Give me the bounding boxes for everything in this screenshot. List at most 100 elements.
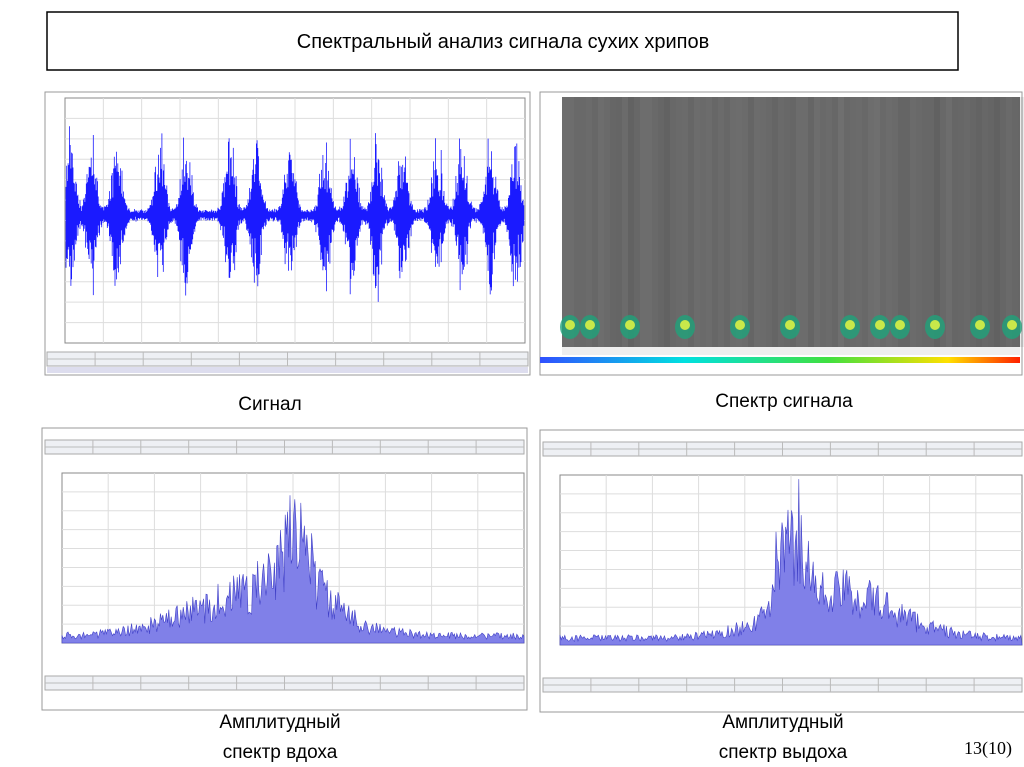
spectrogram-column: [730, 97, 736, 347]
spectrogram-column: [988, 97, 994, 347]
title-box: [46, 11, 959, 71]
spectrogram-column: [898, 97, 904, 347]
spectrogram-column: [976, 97, 982, 347]
screenshots: [41, 91, 1024, 713]
spectrogram-column: [790, 97, 796, 347]
spectrogram-column: [688, 97, 694, 347]
spectrogram-column: [748, 97, 754, 347]
spectrogram-column: [916, 97, 922, 347]
spectral-blob: [845, 320, 855, 330]
spectrogram-column: [736, 97, 742, 347]
spectrogram-column: [904, 97, 910, 347]
spectrogram-column: [910, 97, 916, 347]
spectrogram-column: [604, 97, 610, 347]
caption: Амплитудный: [219, 712, 340, 733]
spectrogram-column: [754, 97, 760, 347]
spectrogram-column: [772, 97, 778, 347]
spectrogram-column: [1000, 97, 1006, 347]
spectrogram-column: [778, 97, 784, 347]
spectrogram-column: [586, 97, 592, 347]
spectrogram-column: [700, 97, 706, 347]
spectral-blob: [785, 320, 795, 330]
colorbar: [540, 357, 1020, 363]
spectral-blob: [975, 320, 985, 330]
spectrogram-column: [814, 97, 820, 347]
spectrogram-column: [1018, 97, 1024, 347]
spectrogram-column: [826, 97, 832, 347]
status-bar: [47, 367, 528, 373]
caption: Сигнал: [238, 394, 301, 415]
spectrogram-column: [982, 97, 988, 347]
spectrogram-column: [784, 97, 790, 347]
spectrogram-column: [622, 97, 628, 347]
spectrogram-column: [934, 97, 940, 347]
spectrogram-column: [820, 97, 826, 347]
spectrogram-column: [952, 97, 958, 347]
spectral-blob: [1007, 320, 1017, 330]
spectrogram-column: [856, 97, 862, 347]
spectrogram-column: [1006, 97, 1012, 347]
spectrogram-column: [592, 97, 598, 347]
spectrogram-column: [676, 97, 682, 347]
spectrogram-column: [568, 97, 574, 347]
spectrogram-column: [562, 97, 568, 347]
spectrogram-column: [808, 97, 814, 347]
spectral-blob: [565, 320, 575, 330]
spectrogram-column: [634, 97, 640, 347]
spectrogram-column: [682, 97, 688, 347]
spectrum: [61, 495, 525, 644]
spectrogram-column: [958, 97, 964, 347]
spectrogram-column: [580, 97, 586, 347]
spectrogram-column: [862, 97, 868, 347]
slide-title: Спектральный анализ сигнала сухих хрипов: [297, 31, 709, 53]
spectrogram-column: [928, 97, 934, 347]
spectrogram-column: [922, 97, 928, 347]
spectrogram-column: [796, 97, 802, 347]
spectrum: [559, 479, 1023, 646]
caption: Спектр сигнала: [715, 391, 853, 412]
spectral-blob: [875, 320, 885, 330]
spectrogram-column: [610, 97, 616, 347]
spectrogram-column: [868, 97, 874, 347]
spectrogram-column: [886, 97, 892, 347]
spectrogram-column: [970, 97, 976, 347]
waveform: [65, 126, 525, 302]
spectrogram-column: [946, 97, 952, 347]
spectrogram-column: [760, 97, 766, 347]
spectrogram-column: [598, 97, 604, 347]
caption: спектр выдоха: [719, 742, 848, 763]
spectrogram-column: [1012, 97, 1018, 347]
spectrogram-column: [850, 97, 856, 347]
spectrogram-column: [802, 97, 808, 347]
spectral-blob: [735, 320, 745, 330]
caption: Амплитудный: [722, 712, 843, 733]
spectrogram-column: [712, 97, 718, 347]
spectral-blob: [625, 320, 635, 330]
spectrogram-column: [964, 97, 970, 347]
spectrogram-column: [658, 97, 664, 347]
spectrogram-column: [652, 97, 658, 347]
spectrogram-column: [628, 97, 634, 347]
spectrogram-column: [742, 97, 748, 347]
spectrogram-column: [994, 97, 1000, 347]
spectrogram-column: [880, 97, 886, 347]
spectrogram-column: [832, 97, 838, 347]
spectral-blob: [930, 320, 940, 330]
spectrogram-column: [646, 97, 652, 347]
spectrogram-column: [724, 97, 730, 347]
spectrogram-column: [574, 97, 580, 347]
spectrogram-column: [766, 97, 772, 347]
spectrogram: [562, 97, 1020, 347]
page-number: 13(10): [964, 738, 1012, 759]
spectrogram-column: [718, 97, 724, 347]
spectrogram-column: [640, 97, 646, 347]
spectrogram-column: [892, 97, 898, 347]
spectrogram-column: [844, 97, 850, 347]
spectrogram-column: [670, 97, 676, 347]
spectral-blob: [680, 320, 690, 330]
axis-strip: [562, 347, 1020, 355]
spectrogram-column: [706, 97, 712, 347]
caption: спектр вдоха: [223, 742, 338, 763]
spectrogram-column: [940, 97, 946, 347]
